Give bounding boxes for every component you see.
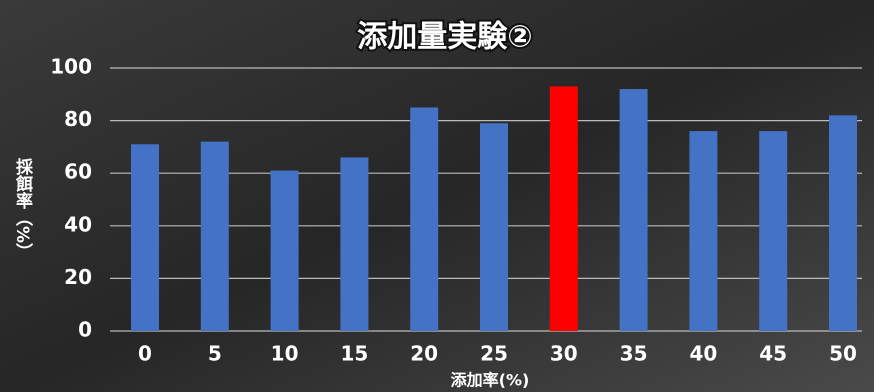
x-axis-label: 添加率(%) — [451, 371, 530, 390]
x-tick-label: 20 — [410, 342, 438, 366]
bar — [480, 123, 508, 331]
x-tick-label: 0 — [138, 342, 152, 366]
bar — [619, 89, 648, 331]
y-tick-label: 20 — [64, 265, 92, 289]
bar — [759, 131, 788, 331]
x-tick-label: 5 — [208, 342, 222, 366]
x-tick-label: 30 — [550, 342, 578, 366]
y-tick-label: 80 — [64, 107, 92, 131]
y-tick-label: 60 — [64, 160, 92, 184]
x-tick-label: 50 — [829, 342, 857, 366]
bar — [829, 115, 857, 331]
x-tick-label: 25 — [480, 342, 508, 366]
bar — [410, 107, 439, 331]
chart-title: 添加量実験② — [357, 20, 532, 55]
bar — [689, 131, 718, 331]
x-tick-label: 45 — [759, 342, 787, 366]
y-tick-label: 0 — [78, 318, 92, 342]
bar — [200, 141, 229, 331]
x-tick-label: 40 — [689, 342, 717, 366]
x-tick-label: 15 — [340, 342, 368, 366]
y-tick-label: 40 — [64, 212, 92, 236]
bar — [549, 86, 578, 331]
x-tick-label: 10 — [271, 342, 299, 366]
bar — [340, 157, 369, 331]
bar — [270, 170, 299, 331]
y-axis-label: 採餌率（%） — [12, 157, 34, 260]
bar — [131, 144, 159, 331]
x-tick-label: 35 — [620, 342, 648, 366]
y-tick-label: 100 — [50, 55, 92, 79]
